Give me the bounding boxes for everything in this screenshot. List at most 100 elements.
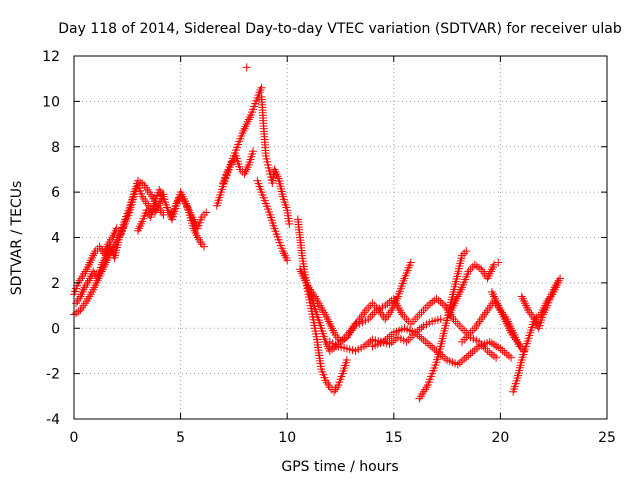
- data-point: [455, 321, 464, 330]
- y-tick-label: 8: [51, 140, 60, 156]
- data-point: [458, 337, 467, 346]
- data-point: [381, 336, 390, 345]
- data-point: [87, 256, 96, 265]
- series-pass-p: [368, 324, 516, 369]
- data-point: [402, 315, 411, 324]
- data-point: [487, 339, 496, 348]
- series-pass-g: [219, 147, 258, 188]
- data-point: [240, 169, 249, 178]
- data-point: [133, 226, 142, 235]
- data-point: [451, 317, 460, 326]
- data-point: [494, 258, 503, 267]
- data-point: [92, 278, 101, 287]
- data-point: [137, 219, 146, 228]
- data-point: [242, 63, 251, 72]
- y-tick-label: 2: [51, 276, 60, 292]
- data-point: [256, 86, 265, 95]
- data-point: [202, 208, 211, 217]
- data-point: [518, 294, 527, 303]
- chart-title: Day 118 of 2014, Sidereal Day-to-day VTE…: [58, 21, 622, 37]
- data-point: [240, 124, 249, 133]
- data-point: [472, 344, 481, 353]
- data-point: [245, 113, 254, 122]
- data-point: [184, 204, 193, 213]
- data-point: [496, 344, 505, 353]
- x-axis-label: GPS time / hours: [281, 459, 398, 475]
- data-point: [486, 267, 495, 276]
- data-point: [460, 335, 469, 344]
- data-point: [502, 350, 511, 359]
- data-point: [342, 356, 351, 365]
- data-point: [553, 278, 562, 287]
- data-point: [383, 334, 392, 343]
- data-point: [385, 298, 394, 307]
- data-point: [519, 346, 528, 355]
- data-point: [466, 349, 475, 358]
- data-point: [72, 309, 81, 318]
- data-point: [485, 269, 494, 278]
- data-point: [338, 336, 347, 345]
- data-point: [242, 120, 251, 129]
- data-point: [452, 294, 461, 303]
- data-points-layer: [70, 63, 565, 403]
- data-point: [78, 287, 87, 296]
- series-pass-f: [212, 83, 266, 210]
- data-point: [434, 296, 443, 305]
- series-pass-b: [70, 176, 168, 299]
- data-point: [411, 315, 420, 324]
- series-pass-d: [133, 185, 209, 251]
- data-point: [485, 337, 494, 346]
- y-tick-label: 12: [42, 49, 60, 65]
- data-point: [242, 165, 251, 174]
- data-point: [530, 315, 539, 324]
- data-point: [500, 348, 509, 357]
- series-pass-h: [242, 63, 251, 72]
- data-point: [281, 251, 290, 260]
- data-point: [89, 251, 98, 260]
- data-point: [519, 297, 528, 306]
- data-point: [417, 308, 426, 317]
- data-point: [487, 350, 496, 359]
- data-point: [428, 298, 437, 307]
- tick-layer: 0 5 10 15 20 25 -4 -2 0 2 4 6 8 10 12: [42, 49, 616, 446]
- data-point: [224, 165, 233, 174]
- data-point: [498, 346, 507, 355]
- data-point: [534, 312, 543, 321]
- x-tick-label: 10: [278, 430, 296, 446]
- data-point: [249, 147, 258, 156]
- data-point: [492, 341, 501, 350]
- data-point: [241, 122, 250, 131]
- data-point: [383, 299, 392, 308]
- data-point: [462, 247, 471, 256]
- data-point: [490, 292, 499, 301]
- data-point: [507, 353, 516, 362]
- data-point: [244, 115, 253, 124]
- data-point: [470, 260, 479, 269]
- data-point: [182, 201, 191, 210]
- data-point: [468, 262, 477, 271]
- data-point: [325, 346, 334, 355]
- data-point: [436, 298, 445, 307]
- data-point: [492, 297, 501, 306]
- data-point: [417, 334, 426, 343]
- data-point: [487, 265, 496, 274]
- data-point: [462, 353, 471, 362]
- data-point: [359, 342, 368, 351]
- data-point: [532, 313, 541, 322]
- data-point: [366, 337, 375, 346]
- data-point: [453, 360, 462, 369]
- data-point: [136, 222, 145, 231]
- data-point: [138, 179, 147, 188]
- series-pass-s: [458, 297, 524, 351]
- data-point: [191, 228, 200, 237]
- data-point: [468, 347, 477, 356]
- series-pass-e: [168, 192, 211, 233]
- y-tick-label: 0: [51, 321, 60, 337]
- data-point: [239, 126, 248, 135]
- data-point: [84, 260, 93, 269]
- data-point: [411, 328, 420, 337]
- data-point: [438, 299, 447, 308]
- data-point: [327, 345, 336, 354]
- data-point: [257, 83, 266, 92]
